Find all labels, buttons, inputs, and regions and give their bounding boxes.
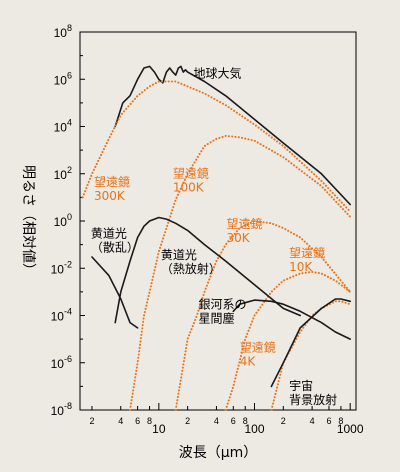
series-望遠鏡-4K <box>270 300 352 411</box>
annotation-望遠鏡4K: 望遠鏡 4K <box>240 339 276 368</box>
series-望遠鏡-300K <box>81 80 352 213</box>
x-minor-tick-label: 6 <box>326 416 331 426</box>
x-minor-tick-label: 2 <box>89 416 94 426</box>
annotation-地球大気: 地球大気 <box>193 65 241 80</box>
annotation-銀河系の星間塵: 銀河系の星間塵 <box>199 297 247 325</box>
annotation-望遠鏡100K: 望遠鏡 100K <box>173 165 209 194</box>
annotation-望遠鏡10K: 望遠鏡 10K <box>289 245 325 274</box>
x-minor-tick-label: 4 <box>310 416 315 426</box>
series-黄道光-散乱 <box>91 256 139 329</box>
series-黄道光-熱放射 <box>114 216 301 324</box>
y-tick-label: 106 <box>54 70 72 87</box>
series-銀河系の星間塵 <box>232 299 351 340</box>
plot-area-border <box>79 31 357 411</box>
series-望遠鏡-30K <box>174 220 352 411</box>
x-minor-tick-label: 2 <box>185 416 190 426</box>
y-tick-label: 108 <box>54 23 72 40</box>
x-tick-label: 1000 <box>337 422 364 436</box>
x-minor-tick-label: 8 <box>243 416 248 426</box>
x-minor-tick-label: 8 <box>147 416 152 426</box>
series-地球大気 <box>114 65 351 206</box>
series-宇宙背景放射 <box>270 298 351 388</box>
annotation-望遠鏡300K: 望遠鏡 300K <box>94 174 130 203</box>
y-axis-ticks: 108 106 104 102 100 10-2 10-4 10-6 10-8 <box>51 23 85 418</box>
y-tick-label: 10-4 <box>51 307 72 324</box>
y-tick-label: 10-8 <box>51 401 72 418</box>
y-tick-label: 100 <box>54 212 72 229</box>
series-layer <box>81 65 352 411</box>
x-minor-tick-label: 4 <box>118 416 123 426</box>
x-minor-tick-label: 2 <box>281 416 286 426</box>
x-tick-label: 10 <box>152 422 166 436</box>
annotation-黄道光-散乱: 黄道光（散乱） <box>91 227 139 255</box>
x-minor-tick-label: 6 <box>135 416 140 426</box>
x-minor-tick-label: 6 <box>231 416 236 426</box>
annotation-望遠鏡30K: 望遠鏡 30K <box>227 216 263 245</box>
y-tick-label: 10-2 <box>51 259 72 276</box>
y-axis-label: 明るさ（相対値） <box>20 165 36 277</box>
series-望遠鏡-10K <box>224 270 352 411</box>
annotation-宇宙背景放射: 宇宙背景放射 <box>289 378 337 407</box>
y-tick-label: 102 <box>54 165 72 182</box>
x-tick-label: 100 <box>244 422 264 436</box>
series-望遠鏡-100K <box>129 134 352 411</box>
y-tick-label: 104 <box>54 118 72 135</box>
x-minor-tick-label: 4 <box>214 416 219 426</box>
y-tick-label: 10-6 <box>51 354 72 371</box>
plot-frame <box>79 31 357 411</box>
x-axis-label: 波長（μm） <box>179 445 258 461</box>
x-minor-tick-label: 8 <box>338 416 343 426</box>
annotation-黄道光-熱放射: 黄道光（熱放射） <box>161 248 221 276</box>
